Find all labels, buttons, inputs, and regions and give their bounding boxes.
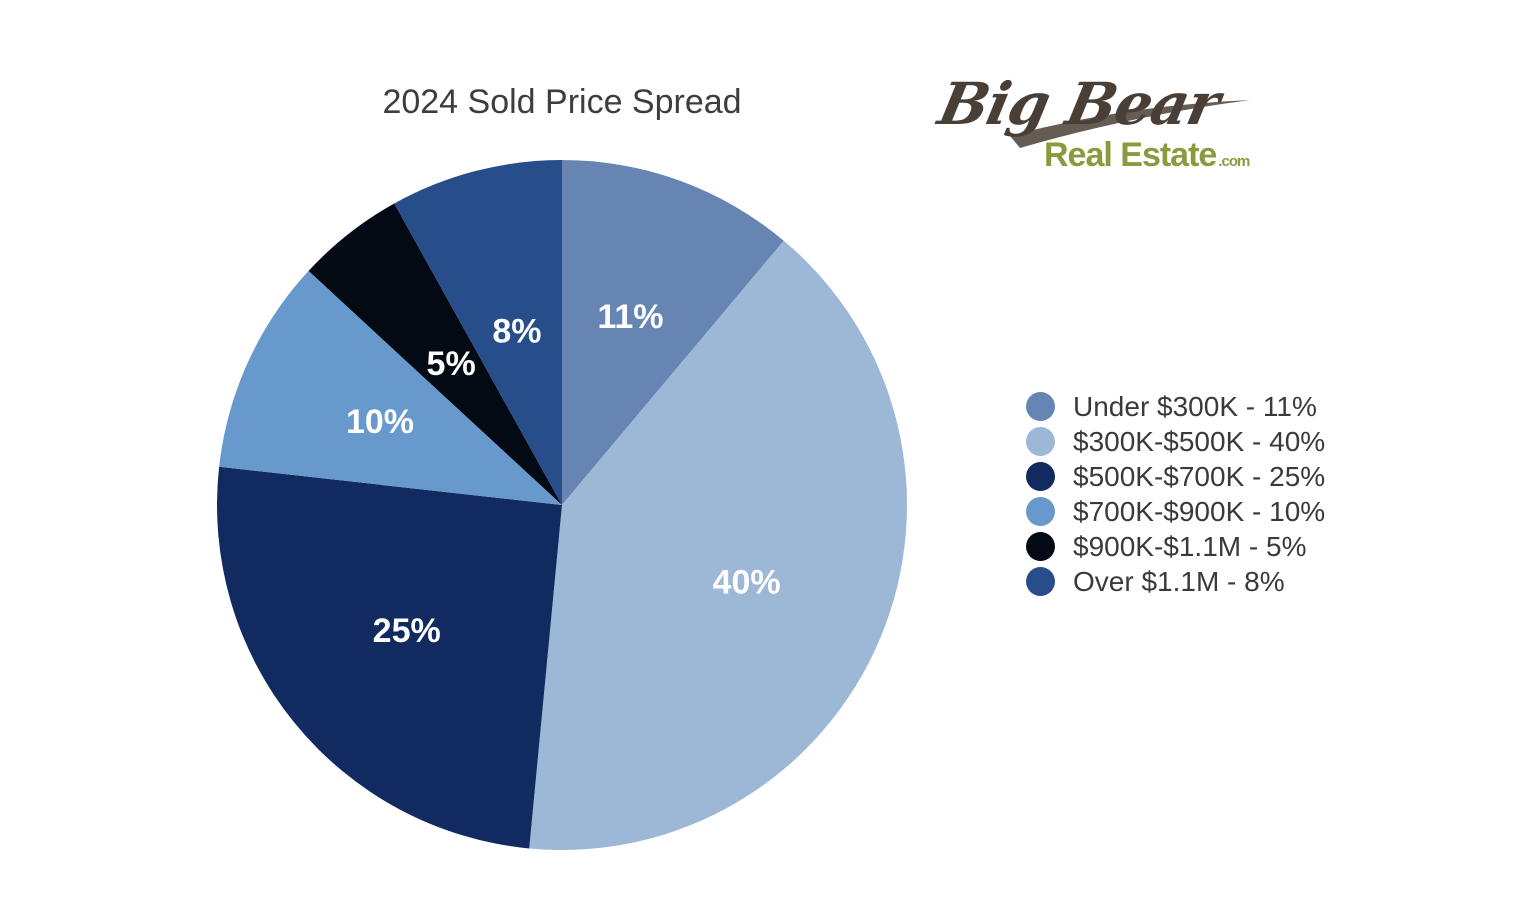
pie-slice-0	[562, 160, 784, 505]
slice-label-4: 5%	[427, 345, 476, 383]
slice-label-1: 40%	[713, 563, 781, 601]
pie-slice-1	[529, 240, 908, 850]
legend-swatch-0	[1026, 392, 1055, 421]
legend-label-2: $500K-$700K - 25%	[1073, 460, 1326, 492]
pie-slices	[217, 160, 908, 850]
slice-label-2: 25%	[373, 612, 441, 650]
logo-real-estate-text: Real Estate	[1044, 136, 1217, 174]
slice-label-3: 10%	[346, 403, 414, 441]
legend-item-5: Over $1.1M - 8%	[1026, 564, 1325, 599]
pie-slice-3	[219, 270, 562, 505]
legend-label-3: $700K-$900K - 10%	[1073, 495, 1326, 527]
legend-item-0: Under $300K - 11%	[1026, 389, 1325, 424]
brand-logo: Big Bear Real Estate .com	[933, 70, 1260, 180]
legend-label-0: Under $300K - 11%	[1073, 390, 1317, 422]
legend-swatch-1	[1026, 427, 1055, 456]
legend-item-1: $300K-$500K - 40%	[1026, 424, 1325, 459]
legend-label-5: Over $1.1M - 8%	[1073, 565, 1285, 597]
legend-item-4: $900K-$1.1M - 5%	[1026, 529, 1325, 564]
logo-swoosh	[1010, 100, 1250, 148]
logo-wordmark-top: Big Bear	[932, 70, 1226, 138]
slice-label-0: 11%	[597, 298, 663, 336]
legend-swatch-2	[1026, 462, 1055, 491]
legend-label-1: $300K-$500K - 40%	[1073, 425, 1326, 457]
slice-label-5: 8%	[492, 312, 541, 350]
legend: Under $300K - 11% $300K-$500K - 40% $500K-…	[1026, 389, 1325, 599]
pie-slice-5	[394, 160, 562, 505]
pie-labels: 11% 40% 25% 10% 5% 8%	[346, 298, 781, 650]
legend-label-4: $900K-$1.1M - 5%	[1073, 530, 1307, 562]
logo-wordmark-bottom: Real Estate .com	[1044, 136, 1250, 175]
legend-item-2: $500K-$700K - 25%	[1026, 459, 1325, 494]
pie-slice-2	[217, 466, 563, 849]
pie-slice-4	[308, 203, 562, 505]
logo-com-text: .com	[1218, 153, 1250, 170]
legend-swatch-3	[1026, 497, 1055, 526]
chart-title: 2024 Sold Price Spread	[382, 83, 742, 121]
legend-item-3: $700K-$900K - 10%	[1026, 494, 1325, 529]
legend-swatch-5	[1026, 567, 1055, 596]
legend-swatch-4	[1026, 532, 1055, 561]
